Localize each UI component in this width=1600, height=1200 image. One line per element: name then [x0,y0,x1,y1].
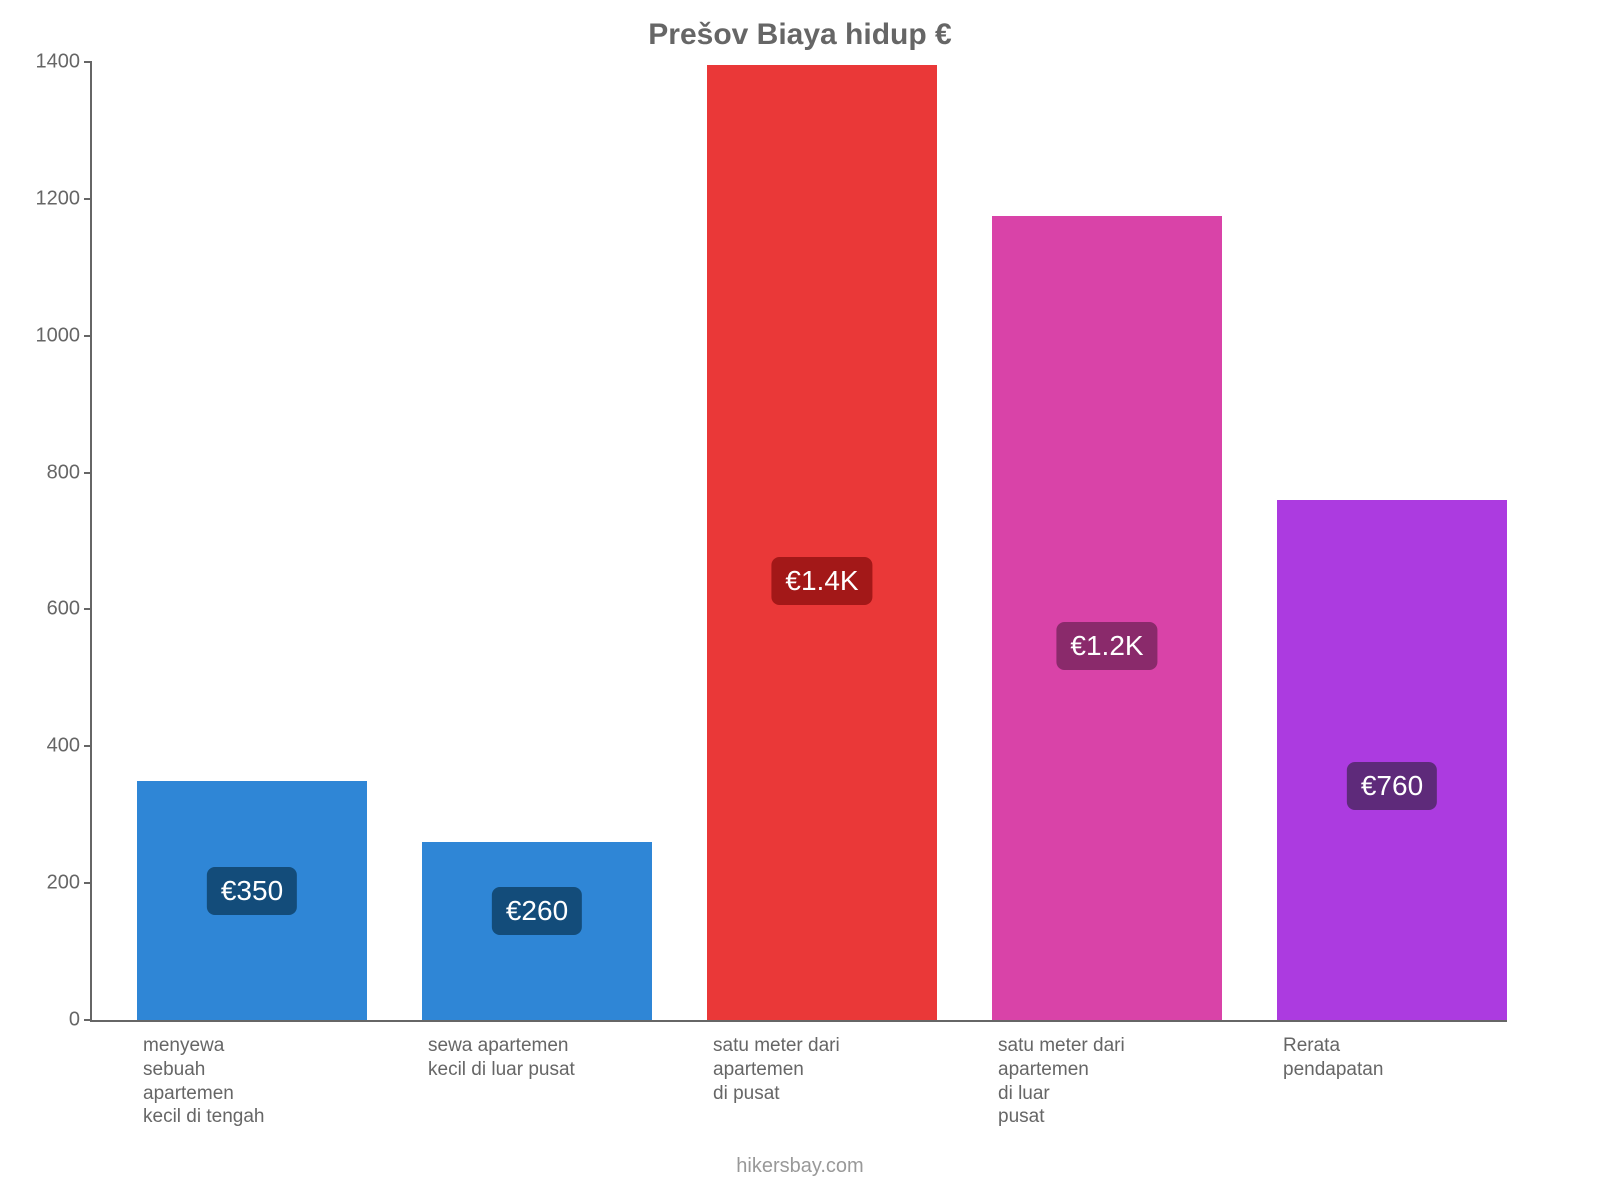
x-axis-label: satu meter dari apartemen di pusat [713,1020,923,1105]
bar: €350 [137,781,367,1021]
y-tick-mark [84,882,92,884]
chart-container: Prešov Biaya hidup € 0200400600800100012… [0,0,1600,1200]
plot-area: 0200400600800100012001400€350menyewa seb… [90,62,1507,1022]
bar: €760 [1277,500,1507,1020]
chart-title: Prešov Biaya hidup € [0,0,1600,52]
x-axis-label: menyewa sebuah apartemen kecil di tengah [143,1020,353,1129]
x-axis-label: Rerata pendapatan [1283,1020,1493,1082]
y-tick-mark [84,335,92,337]
y-tick-mark [84,61,92,63]
y-tick-mark [84,1019,92,1021]
y-tick-mark [84,472,92,474]
bar-value-badge: €260 [492,887,582,935]
chart-footer: hikersbay.com [0,1155,1600,1178]
y-tick-mark [84,608,92,610]
bar-value-badge: €760 [1347,762,1437,810]
bar-value-badge: €1.4K [771,557,872,605]
x-axis-label: satu meter dari apartemen di luar pusat [998,1020,1208,1129]
bar: €1.4K [707,65,937,1020]
y-tick-mark [84,745,92,747]
bar-value-badge: €1.2K [1056,622,1157,670]
bar: €1.2K [992,216,1222,1020]
bar-value-badge: €350 [207,867,297,915]
bar: €260 [422,842,652,1020]
x-axis-label: sewa apartemen kecil di luar pusat [428,1020,638,1082]
y-tick-mark [84,198,92,200]
